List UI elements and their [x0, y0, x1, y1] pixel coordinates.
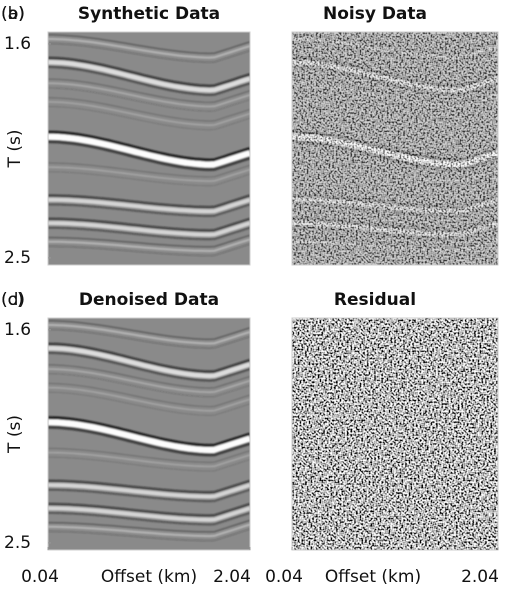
event-bright: [48, 37, 250, 59]
event-dark: [48, 34, 250, 55]
event-dark: [48, 226, 250, 241]
event-bright: [48, 221, 250, 237]
x-tick-label: 2.04: [213, 567, 251, 587]
event-dark: [48, 171, 250, 187]
event-dark: [48, 511, 250, 526]
image: [292, 32, 498, 265]
y-tick-label: 1.6: [4, 34, 31, 54]
event-bright: [48, 419, 250, 454]
noise: [292, 318, 498, 550]
event-dark: [48, 130, 250, 163]
event-dark: [48, 97, 250, 122]
event-dark: [48, 479, 250, 494]
events: [48, 320, 250, 542]
event-dark: [48, 194, 250, 209]
panel-title: Noisy Data: [323, 4, 427, 24]
event-dark: [48, 106, 250, 131]
panel-title: Denoised Data: [79, 290, 219, 310]
image: [292, 318, 498, 550]
panel-title: Residual: [334, 290, 416, 310]
panel-label: (d): [1, 290, 25, 310]
x-axis-label: Offset (km): [101, 567, 197, 587]
event-dark: [48, 425, 250, 457]
event-dark: [48, 364, 250, 389]
image-border: [47, 317, 251, 551]
events: [48, 34, 250, 257]
event-bright: [48, 386, 250, 412]
image: [48, 318, 250, 550]
x-tick-label: 0.04: [21, 567, 59, 587]
event-dark: [48, 139, 250, 172]
x-axis-label: Offset (km): [325, 567, 421, 587]
event-bright: [48, 82, 250, 108]
event-bright: [48, 523, 250, 538]
event-dark: [48, 162, 250, 178]
image-border: [291, 31, 499, 266]
y-axis-label: T (s): [5, 130, 25, 169]
event-dark: [48, 488, 250, 503]
event-dark: [48, 65, 250, 97]
panel-title: Synthetic Data: [78, 4, 220, 24]
image-border: [47, 31, 251, 266]
event-dark: [48, 456, 250, 472]
event-bright: [48, 368, 250, 394]
event-dark: [48, 217, 250, 232]
y-tick-label: 2.5: [4, 248, 31, 268]
y-tick-label: 2.5: [4, 533, 31, 553]
event-bright: [48, 60, 250, 93]
y-axis-label: T (s): [5, 415, 25, 454]
panel-label: (c): [1, 290, 24, 310]
panel-label: (b): [1, 4, 25, 24]
event-dark: [48, 342, 250, 374]
event-dark: [48, 203, 250, 218]
event-bright: [48, 166, 250, 182]
event-dark: [48, 519, 250, 533]
x-tick-label: 2.04: [461, 567, 499, 587]
event-dark: [48, 447, 250, 463]
event-bright: [48, 506, 250, 522]
event-dark: [48, 42, 250, 63]
image-border: [291, 317, 499, 551]
image: [48, 32, 250, 265]
noise: [292, 32, 498, 265]
event-bright: [48, 197, 250, 214]
event-dark: [48, 382, 250, 408]
event-bright: [48, 323, 250, 345]
event-dark: [48, 328, 250, 349]
event-bright: [48, 238, 250, 253]
event-bright: [48, 345, 250, 379]
event-bright: [48, 482, 250, 499]
event-dark: [48, 320, 250, 341]
y-tick-label: 1.6: [4, 320, 31, 340]
event-dark: [48, 234, 250, 248]
event-dark: [48, 373, 250, 398]
event-dark: [48, 78, 250, 103]
x-tick-label: 0.04: [265, 567, 303, 587]
event-dark: [48, 351, 250, 382]
event-dark: [48, 528, 250, 542]
event-dark: [48, 243, 250, 257]
event-dark: [48, 391, 250, 416]
panel-label: (a): [1, 4, 25, 24]
event-bright: [48, 133, 250, 168]
event-dark: [48, 56, 250, 88]
event-bright: [48, 451, 250, 468]
event-dark: [48, 416, 250, 449]
event-dark: [48, 502, 250, 517]
event-bright: [48, 101, 250, 126]
event-dark: [48, 87, 250, 112]
